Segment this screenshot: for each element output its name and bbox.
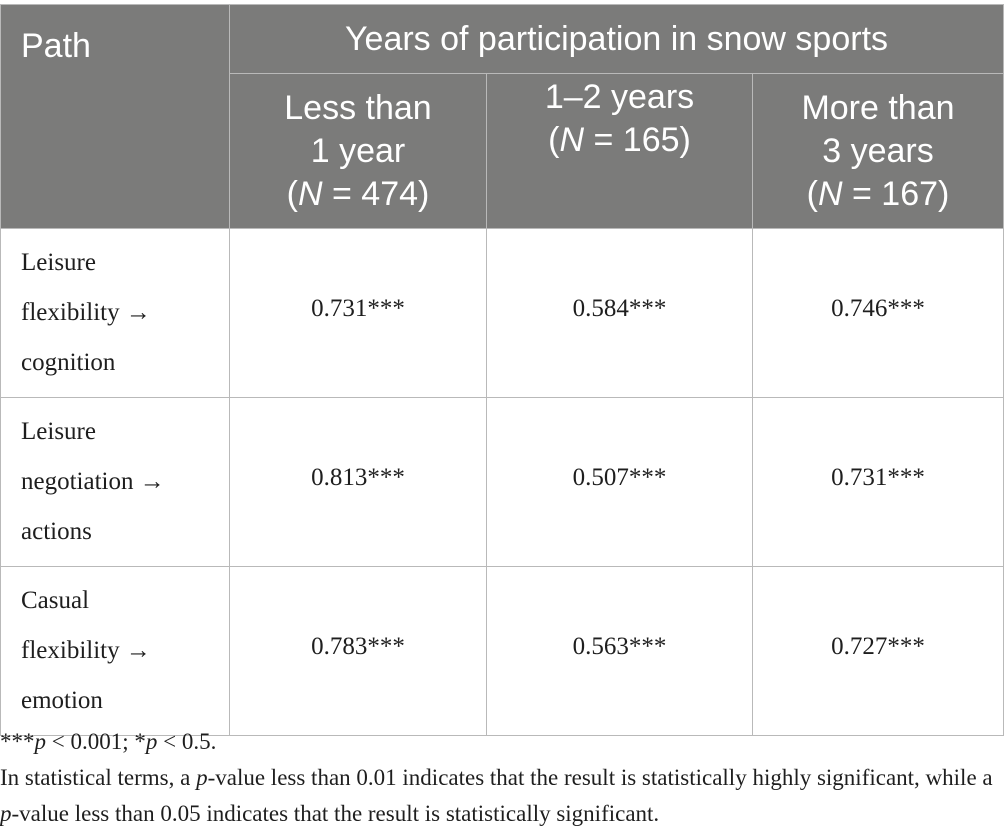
significance-note: ***p < 0.001; *p < 0.5. [0, 729, 217, 754]
column-header-line: 1–2 years [544, 78, 695, 116]
column-header-line: Less than [284, 88, 432, 127]
path-column-header: Path [0, 4, 230, 229]
path-cell: Casual flexibility → emotion [0, 566, 230, 736]
group-header: Years of participation in snow sports [228, 4, 1005, 74]
column-header-line: More than [801, 88, 955, 127]
value-cell: 0.584*** [486, 228, 753, 398]
column-header-line: 3 years [822, 131, 934, 170]
path-cell: Leisure flexibility → cognition [0, 228, 230, 398]
column-header-more-than-3-years: More than 3 years (N = 167) [751, 73, 1005, 229]
explanation-note: In statistical terms, a p-value less tha… [0, 765, 993, 826]
column-header-sample-size: (N = 167) [806, 174, 950, 213]
column-header-line: 1 year [310, 131, 406, 170]
column-header-sample-size: (N = 165) [548, 121, 691, 159]
value-cell: 0.563*** [486, 566, 753, 736]
value-cell: 0.813*** [229, 397, 487, 567]
value-cell: 0.731*** [229, 228, 487, 398]
path-cell: Leisure negotiation → actions [0, 397, 230, 567]
value-cell: 0.731*** [751, 397, 1005, 567]
value-cell: 0.727*** [751, 566, 1005, 736]
value-cell: 0.783*** [229, 566, 487, 736]
results-table: Path Years of participation in snow spor… [0, 4, 1005, 736]
value-cell: 0.746*** [751, 228, 1005, 398]
column-header-sample-size: (N = 474) [286, 174, 430, 213]
value-cell: 0.507*** [486, 397, 753, 567]
column-header-less-than-1-year: Less than 1 year (N = 474) [229, 73, 487, 229]
table-row: Casual flexibility → emotion 0.783*** 0.… [0, 566, 1005, 736]
column-header-1-2-years: 1–2 years (N = 165) [486, 73, 753, 229]
table-row: Leisure negotiation → actions 0.813*** 0… [0, 397, 1005, 567]
table-footnotes: ***p < 0.001; *p < 0.5. In statistical t… [0, 724, 1003, 832]
table-row: Leisure flexibility → cognition 0.731***… [0, 228, 1005, 398]
